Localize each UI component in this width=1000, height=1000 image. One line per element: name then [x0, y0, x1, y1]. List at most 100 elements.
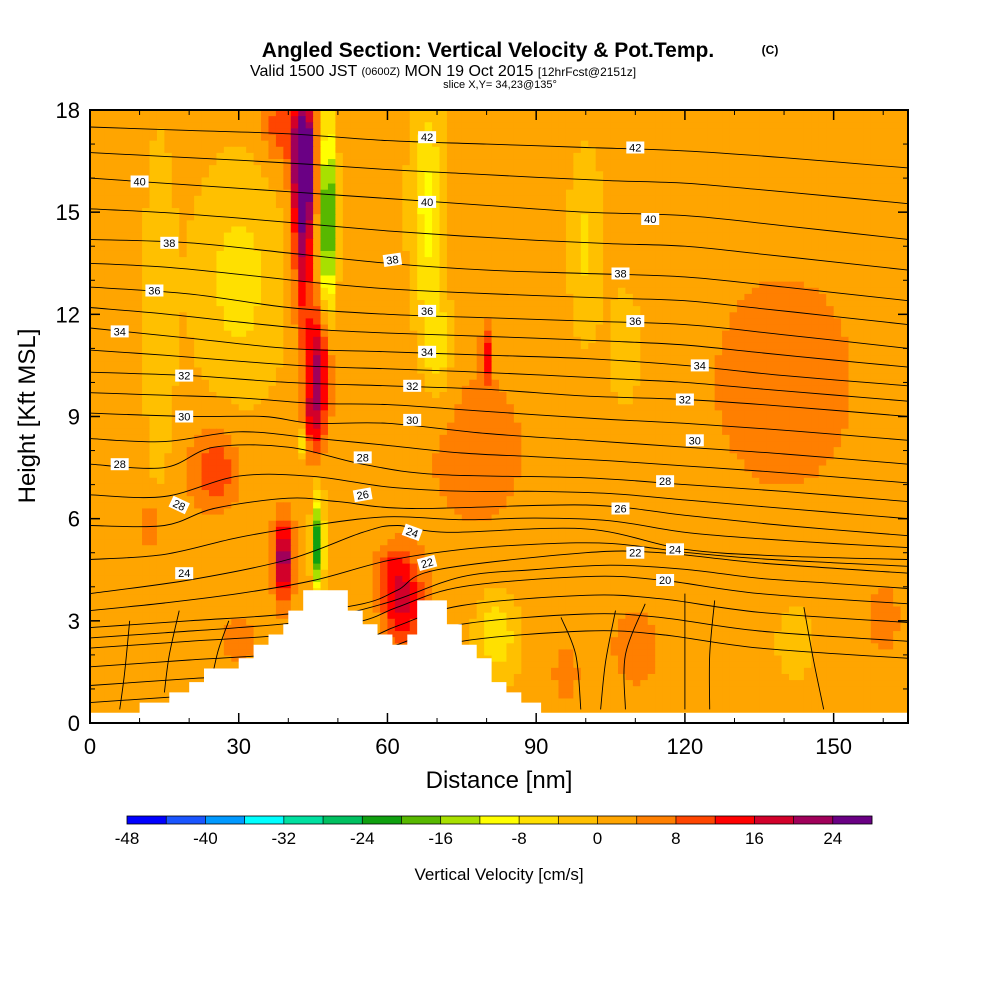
field-cell [320, 250, 329, 258]
field-cell [647, 128, 656, 136]
field-cell [454, 293, 463, 301]
field-cell [736, 300, 745, 307]
field-cell [380, 201, 389, 209]
field-cell [201, 257, 210, 264]
field-cell [387, 318, 396, 326]
field-cell [365, 189, 374, 197]
field-cell [357, 300, 366, 307]
field-cell [342, 159, 351, 166]
field-cell [223, 189, 232, 197]
field-cell [625, 152, 634, 160]
field-cell [223, 293, 232, 301]
field-cell [870, 373, 879, 381]
field-cell [640, 171, 649, 179]
field-cell [119, 281, 128, 289]
field-cell [380, 195, 389, 203]
field-cell [194, 195, 203, 203]
field-cell [134, 220, 143, 228]
field-cell [387, 122, 396, 129]
field-cell [692, 324, 701, 332]
field-cell [342, 287, 351, 295]
field-cell [164, 318, 173, 326]
field-cell [223, 355, 232, 362]
field-cell [208, 110, 218, 117]
field-cell [722, 287, 731, 295]
field-cell [223, 159, 232, 166]
field-cell [246, 128, 255, 136]
field-cell [885, 367, 894, 375]
field-cell [261, 177, 270, 185]
field-cell [528, 342, 537, 350]
field-cell [201, 183, 210, 191]
field-cell [268, 201, 277, 209]
field-cell [744, 116, 753, 123]
field-cell [372, 250, 381, 258]
field-cell [372, 300, 381, 307]
field-cell [781, 257, 790, 264]
field-cell [357, 293, 366, 301]
field-cell [722, 300, 731, 307]
field-cell [417, 232, 426, 240]
field-cell [580, 379, 589, 387]
field-cell [112, 220, 121, 228]
field-cell [342, 250, 351, 258]
field-cell [781, 269, 790, 277]
field-cell [246, 281, 255, 289]
field-cell [350, 171, 359, 179]
field-cell [744, 238, 753, 246]
field-cell [841, 195, 850, 203]
field-cell [573, 361, 582, 369]
field-cell [766, 146, 775, 154]
field-cell [796, 177, 805, 185]
field-cell [201, 306, 210, 313]
field-cell [625, 342, 634, 350]
field-cell [714, 128, 723, 136]
field-cell [833, 128, 842, 136]
field-cell [179, 342, 188, 350]
field-cell [528, 171, 537, 179]
field-cell [142, 134, 151, 142]
field-cell [759, 287, 768, 295]
field-cell [632, 269, 641, 277]
field-cell [142, 195, 151, 203]
field-cell [432, 122, 441, 129]
field-cell [565, 293, 574, 301]
field-cell [194, 116, 203, 123]
field-cell [320, 244, 329, 252]
field-cell [885, 300, 894, 307]
field-cell [335, 373, 344, 381]
field-cell [164, 201, 173, 209]
field-cell [432, 293, 441, 301]
field-cell [670, 379, 679, 387]
field-cell [231, 281, 240, 289]
field-cell [327, 159, 336, 166]
field-cell [216, 287, 225, 295]
field-cell [870, 324, 879, 332]
field-cell [156, 220, 165, 228]
field-cell [409, 152, 418, 160]
field-cell [142, 269, 151, 277]
field-cell [365, 287, 374, 295]
field-cell [305, 300, 314, 307]
field-cell [729, 177, 738, 185]
field-cell [127, 275, 136, 283]
field-cell [387, 226, 396, 234]
field-cell [722, 293, 731, 301]
field-cell [238, 226, 247, 234]
field-cell [670, 232, 679, 240]
field-cell [714, 287, 723, 295]
field-cell [670, 195, 679, 203]
field-cell [655, 373, 664, 381]
field-cell [179, 128, 188, 136]
field-cell [603, 324, 612, 332]
field-cell [261, 110, 270, 117]
field-cell [417, 367, 426, 375]
field-cell [662, 122, 671, 129]
field-cell [565, 244, 574, 252]
field-cell [610, 250, 619, 258]
field-cell [372, 238, 381, 246]
field-cell [484, 208, 493, 215]
field-cell [573, 312, 582, 320]
field-cell [565, 367, 574, 375]
field-cell [372, 232, 381, 240]
